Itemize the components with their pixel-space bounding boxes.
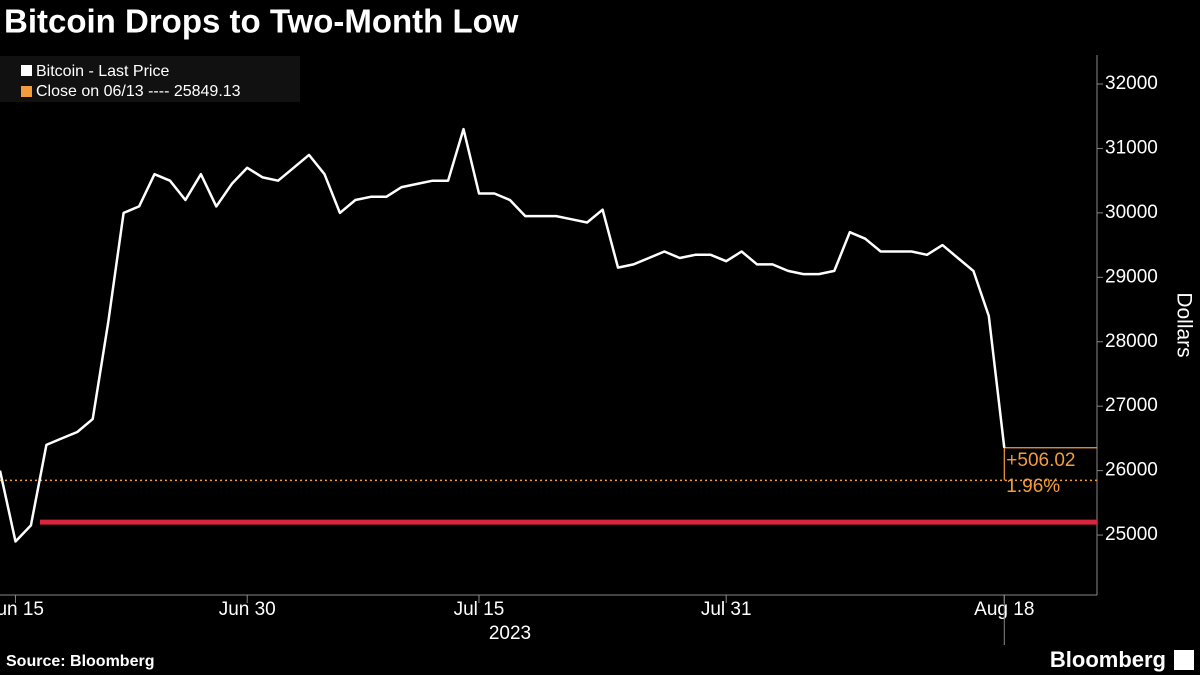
legend-swatch — [21, 86, 32, 97]
chart-title: Bitcoin Drops to Two-Month Low — [4, 3, 519, 40]
y-tick-label: 26000 — [1105, 460, 1158, 481]
y-tick-label: 30000 — [1105, 202, 1158, 223]
y-tick-label: 27000 — [1105, 395, 1158, 416]
x-tick-label: Jul 31 — [701, 599, 752, 620]
logo: Bloomberg — [1050, 647, 1166, 672]
change-pct-label: 1.96% — [1006, 476, 1060, 497]
price-line — [0, 127, 1006, 543]
y-tick-label: 25000 — [1105, 524, 1158, 545]
x-tick-label: Jun 30 — [219, 599, 276, 620]
y-tick-label: 31000 — [1105, 137, 1158, 158]
x-tick-label: Jun 15 — [0, 599, 44, 620]
legend-label: Close on 06/13 ---- 25849.13 — [36, 83, 241, 100]
change-label: +506.02 — [1006, 450, 1075, 471]
legend-label: Bitcoin - Last Price — [36, 63, 169, 80]
y-tick-label: 32000 — [1105, 73, 1158, 94]
legend-box — [0, 56, 300, 102]
y-axis-title: Dollars — [1172, 292, 1195, 357]
y-tick-label: 28000 — [1105, 331, 1158, 352]
x-tick-label: Jul 15 — [454, 599, 505, 620]
logo-icon — [1174, 650, 1194, 670]
y-tick-label: 29000 — [1105, 266, 1158, 287]
source: Source: Bloomberg — [6, 653, 154, 670]
legend-swatch — [21, 65, 32, 76]
x-year-label: 2023 — [489, 623, 531, 644]
